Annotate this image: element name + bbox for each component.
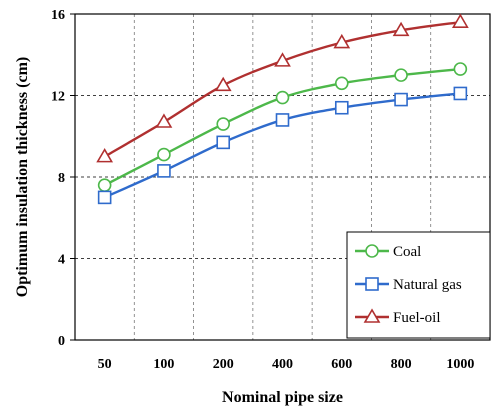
grid-lines: [75, 14, 490, 340]
series-line-natural-gas: [104, 92, 461, 199]
data-point-coal: [216, 117, 231, 131]
data-point-fuel-oil: [214, 76, 232, 92]
data-point-coal: [97, 178, 112, 192]
x-axis-ticks: 50 100 200 400 600 800 1000: [98, 357, 475, 372]
legend-marker: [363, 308, 381, 323]
data-point-fuel-oil: [96, 148, 114, 163]
series-line-fuel-oil: [104, 20, 461, 158]
y-tick-label: 8: [58, 171, 65, 186]
x-tick-label: 50: [98, 357, 112, 372]
x-tick-label: 600: [331, 357, 352, 372]
y-tick-label: 12: [51, 90, 65, 105]
legend-item-coal: Coal: [355, 244, 421, 260]
x-tick-label: 100: [153, 357, 174, 372]
series-layer: [96, 13, 469, 205]
y-tick-label: 0: [58, 334, 65, 349]
data-point-fuel-oil: [155, 113, 173, 128]
series-coal: [97, 62, 468, 192]
legend-label: Coal: [393, 244, 421, 260]
legend-item-natural-gas: Natural gas: [355, 277, 462, 293]
data-point-coal: [275, 90, 290, 105]
legend-marker: [365, 277, 379, 291]
data-point-natural-gas: [216, 135, 231, 150]
legend-marker: [365, 244, 379, 258]
data-point-natural-gas: [394, 92, 408, 107]
x-tick-label: 400: [272, 357, 293, 372]
data-point-fuel-oil: [274, 52, 291, 67]
x-axis-title: Nominal pipe size: [222, 389, 343, 406]
series-natural-gas: [97, 86, 468, 205]
data-point-natural-gas: [97, 190, 112, 205]
data-point-fuel-oil: [451, 13, 469, 28]
data-point-fuel-oil: [333, 33, 351, 49]
legend-label: Fuel-oil: [393, 310, 441, 326]
data-point-natural-gas: [275, 113, 290, 127]
data-point-natural-gas: [157, 164, 171, 178]
series-fuel-oil: [96, 13, 469, 163]
x-tick-label: 200: [213, 357, 234, 372]
y-tick-label: 4: [58, 253, 65, 268]
y-axis-title: Optimum insulation thickness (cm): [14, 57, 31, 297]
data-point-fuel-oil: [392, 21, 410, 37]
data-point-natural-gas: [453, 86, 468, 101]
x-tick-label: 1000: [446, 357, 474, 372]
x-tick-label: 800: [391, 357, 412, 372]
y-axis-ticks: 0 4 8 12 16: [51, 8, 75, 349]
legend-label: Natural gas: [393, 277, 462, 293]
data-point-coal: [394, 68, 408, 82]
legend: Coal Natural gas Fuel-oil: [346, 231, 491, 339]
y-tick-label: 16: [51, 8, 65, 23]
legend-item-fuel-oil: Fuel-oil: [355, 308, 441, 326]
data-point-coal: [157, 147, 171, 162]
data-point-coal: [334, 76, 349, 91]
data-point-coal: [453, 62, 468, 76]
data-point-natural-gas: [334, 100, 349, 115]
